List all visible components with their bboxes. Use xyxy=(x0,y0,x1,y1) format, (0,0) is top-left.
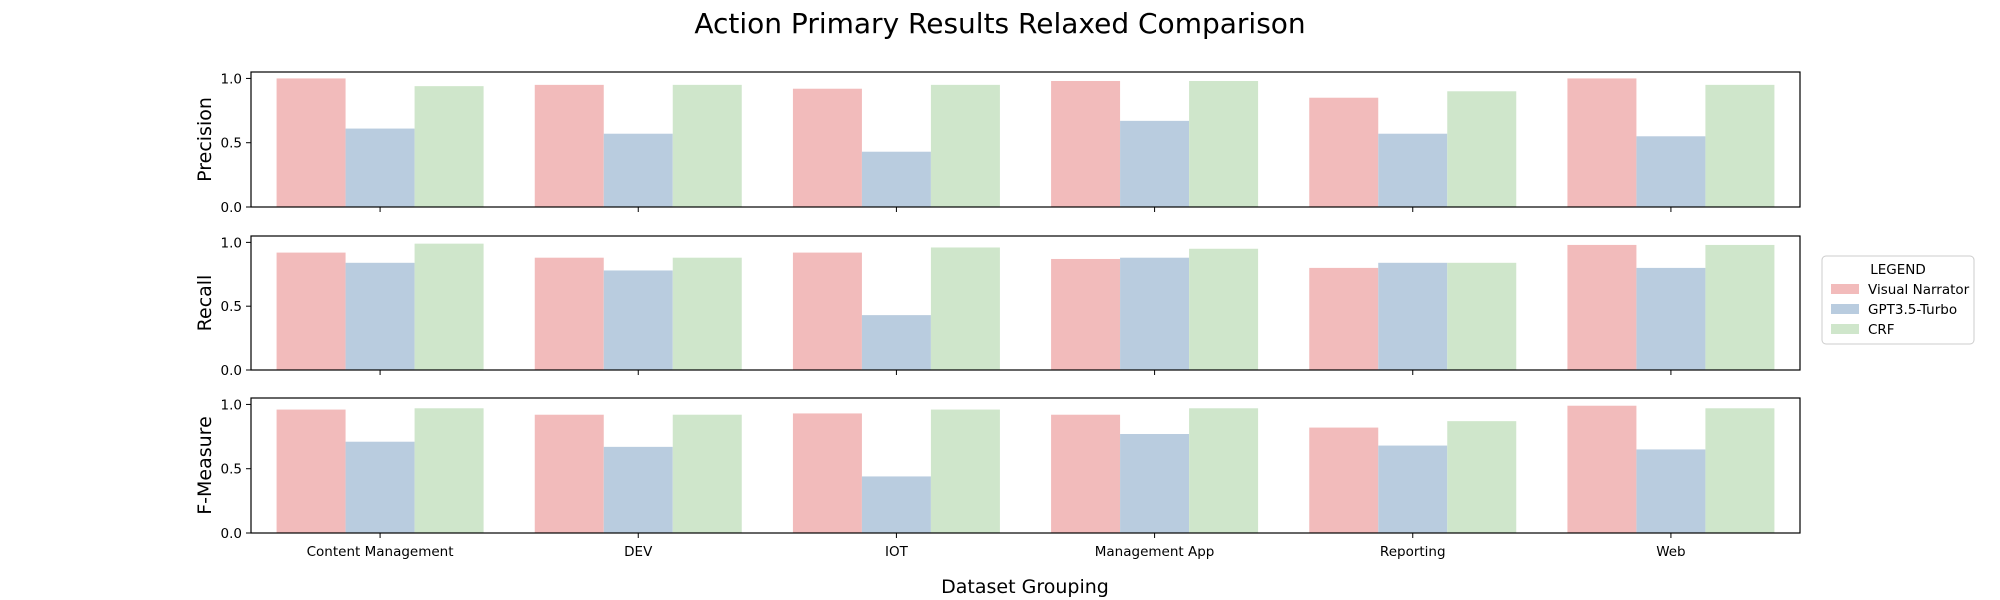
x-tick-label: Content Management xyxy=(307,544,454,560)
bar xyxy=(1309,267,1379,370)
bar xyxy=(345,262,415,370)
y-tick-label: 0.0 xyxy=(221,526,242,542)
y-tick-label: 1.0 xyxy=(221,397,242,413)
y-tick-label: 0.5 xyxy=(221,136,242,152)
y-tick-label: 0.5 xyxy=(221,462,242,478)
bar xyxy=(1120,257,1190,370)
bar xyxy=(1051,81,1121,207)
legend-entry: GPT3.5-Turbo xyxy=(1868,302,1957,318)
y-axis-label: F-Measure xyxy=(194,416,216,515)
axes-frame xyxy=(250,397,1801,534)
bar xyxy=(534,84,604,207)
bar xyxy=(930,247,1000,370)
bar xyxy=(1636,267,1706,370)
bar xyxy=(861,315,931,370)
bar xyxy=(672,84,742,207)
bar xyxy=(1447,262,1517,370)
y-tick-label: 1.0 xyxy=(221,235,242,251)
bar xyxy=(1189,248,1259,370)
x-tick-label: Management App xyxy=(1095,544,1215,560)
bar xyxy=(345,128,415,207)
bar xyxy=(414,243,484,370)
chart-title: Action Primary Results Relaxed Compariso… xyxy=(694,7,1305,40)
bar xyxy=(1567,244,1637,370)
legend-title: LEGEND xyxy=(1870,262,1926,278)
bar xyxy=(792,413,862,533)
subplots: 0.0 0.5 1.0 Precision 0.0 0.5 1.0 Recall 0.0 0.5 1… xyxy=(194,71,1801,560)
bar xyxy=(672,257,742,370)
bar xyxy=(1189,81,1259,207)
bar xyxy=(1378,133,1448,207)
bar xyxy=(276,78,346,207)
bar xyxy=(1636,136,1706,207)
bar xyxy=(861,476,931,533)
x-axis-label: Dataset Grouping xyxy=(941,576,1109,598)
bar xyxy=(1447,421,1517,533)
y-tick-label: 0.0 xyxy=(221,363,242,379)
y-tick-label: 1.0 xyxy=(221,71,242,87)
bar xyxy=(1567,78,1637,207)
y-axis-label: Precision xyxy=(194,97,216,182)
legend-entry: CRF xyxy=(1868,322,1895,338)
y-tick-label: 0.0 xyxy=(221,200,242,216)
bar xyxy=(792,88,862,207)
bar xyxy=(1447,91,1517,207)
bar xyxy=(1120,434,1190,533)
bar xyxy=(276,409,346,533)
legend-swatch xyxy=(1831,324,1859,334)
bar xyxy=(276,252,346,370)
bar xyxy=(345,441,415,533)
bar xyxy=(1705,244,1775,370)
bar xyxy=(1705,84,1775,207)
bar xyxy=(1051,258,1121,370)
bar xyxy=(603,270,673,370)
bar xyxy=(1636,449,1706,533)
bar xyxy=(603,446,673,533)
axes-frame xyxy=(250,71,1801,208)
bar xyxy=(534,414,604,533)
bar xyxy=(1378,262,1448,370)
bar xyxy=(1309,427,1379,533)
bar xyxy=(930,84,1000,207)
legend-frame xyxy=(1821,255,1975,345)
legend-swatch xyxy=(1831,304,1859,314)
bar xyxy=(1309,97,1379,207)
bar xyxy=(1378,445,1448,533)
subplot-f-measure: 0.0 0.5 1.0 Content Management DEV IOT Managem… xyxy=(194,397,1801,560)
legend-entry: Visual Narrator xyxy=(1868,282,1970,298)
x-tick-label: Reporting xyxy=(1380,544,1446,560)
bar xyxy=(1567,405,1637,533)
bar xyxy=(534,257,604,370)
bar xyxy=(414,86,484,207)
y-axis-label: Recall xyxy=(194,275,216,332)
bar xyxy=(861,151,931,207)
bar xyxy=(930,409,1000,533)
bar xyxy=(792,252,862,370)
bar xyxy=(1189,408,1259,533)
bar xyxy=(1051,414,1121,533)
bar xyxy=(1705,408,1775,533)
bar xyxy=(672,414,742,533)
bar xyxy=(603,133,673,207)
subplot-precision: 0.0 0.5 1.0 Precision xyxy=(194,71,1801,216)
bar xyxy=(414,408,484,533)
y-tick-label: 0.5 xyxy=(221,299,242,315)
x-tick-label: DEV xyxy=(624,544,653,560)
subplot-recall: 0.0 0.5 1.0 Recall xyxy=(194,235,1801,379)
legend: LEGEND Visual Narrator GPT3.5-Turbo CRF xyxy=(1821,255,1975,345)
x-tick-label: IOT xyxy=(885,544,909,560)
legend-swatch xyxy=(1831,284,1859,294)
x-tick-label: Web xyxy=(1656,544,1685,560)
axes-frame xyxy=(250,235,1801,371)
bar xyxy=(1120,120,1190,207)
